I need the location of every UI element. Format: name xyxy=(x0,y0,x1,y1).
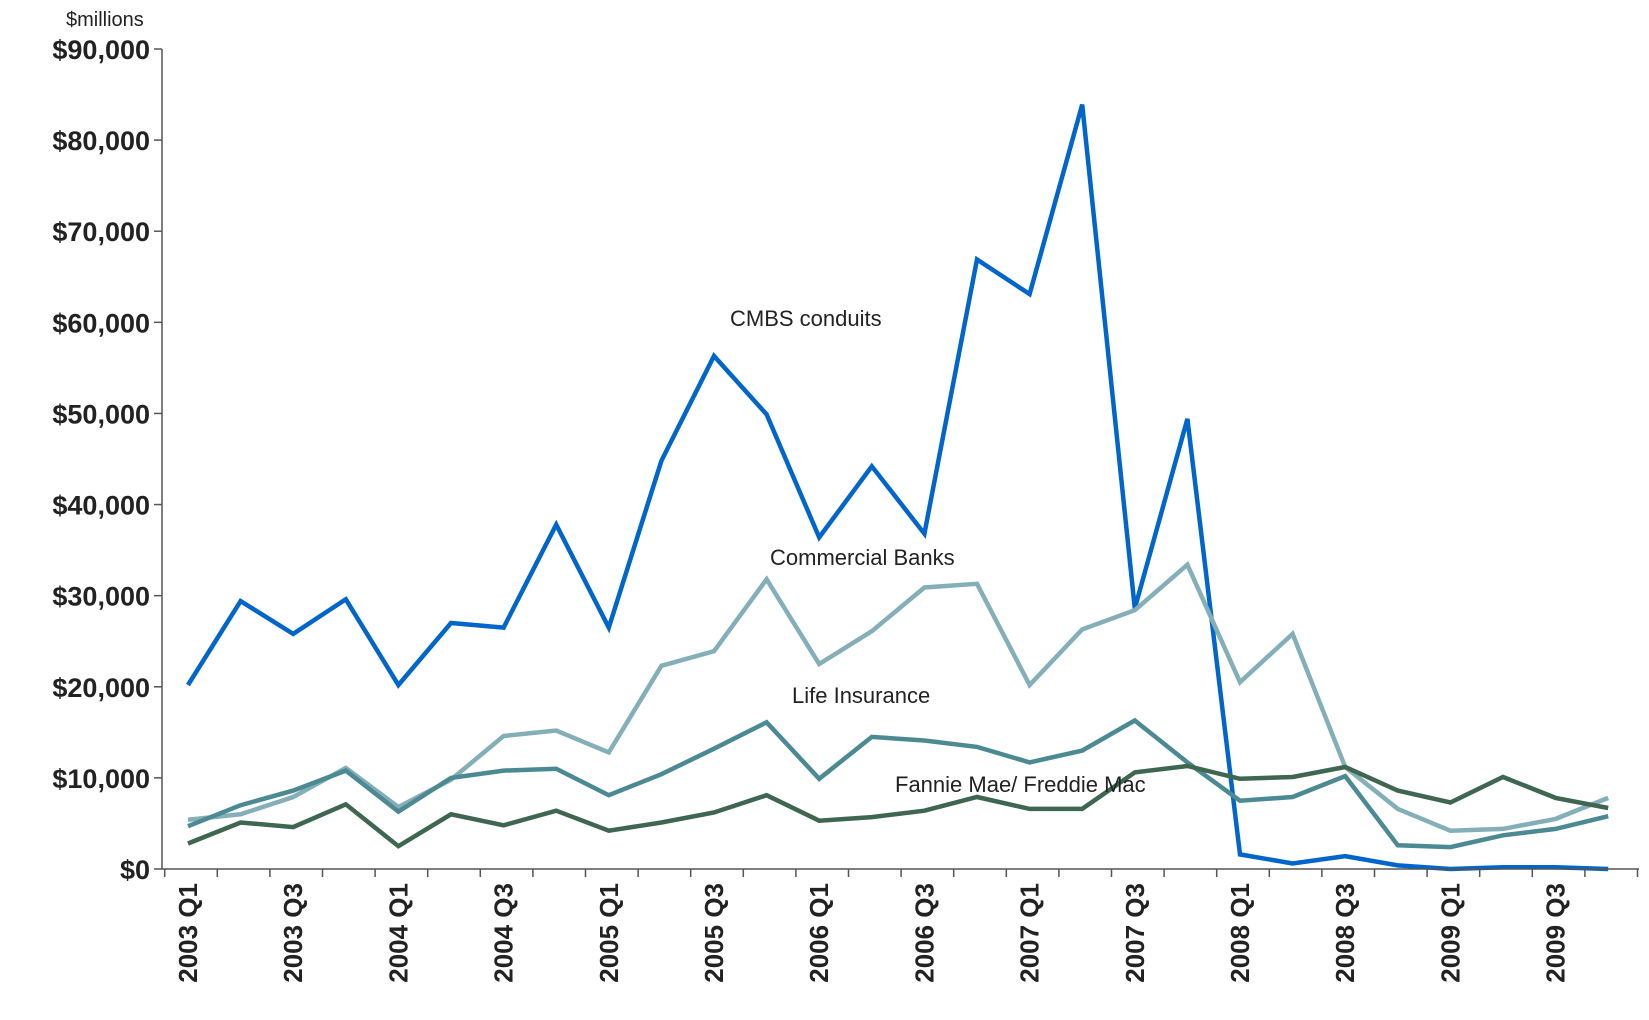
x-axis-ticks: 2003 Q1 2003 Q3 2004 Q1 2004 Q3 2005 Q1 2005 … xyxy=(163,869,1639,983)
series-line-life-insurance xyxy=(187,717,1609,850)
x-tick-label: 2008 Q1 xyxy=(1225,883,1255,983)
y-tick-label: $60,000 xyxy=(52,308,150,338)
x-tick-label: 2007 Q3 xyxy=(1120,883,1150,983)
y-tick-label: $50,000 xyxy=(52,399,150,429)
x-tick-label: 2003 Q3 xyxy=(278,883,308,983)
y-tick-label: $40,000 xyxy=(52,491,150,521)
y-tick-label: $30,000 xyxy=(52,582,150,612)
y-tick-label: $20,000 xyxy=(52,673,150,703)
annotation-fannie-freddie: Fannie Mae/ Freddie Mac xyxy=(895,772,1146,797)
x-tick-label: 2006 Q3 xyxy=(909,883,939,983)
annotation-cmbs-conduits: CMBS conduits xyxy=(730,306,882,331)
y-tick-label: $0 xyxy=(120,855,150,885)
x-tick-label: 2004 Q1 xyxy=(383,883,413,983)
series-line-cmbs-conduits xyxy=(186,103,1609,872)
y-axis-ticks: $0 $10,000 $20,000 $30,000 $40,000 $50,000 $60… xyxy=(52,35,162,885)
x-tick-label: 2006 Q1 xyxy=(804,883,834,983)
x-tick-label: 2005 Q1 xyxy=(594,883,624,983)
y-tick-label: $80,000 xyxy=(52,126,150,156)
series-line-fannie-mae-freddie-mac xyxy=(187,763,1609,849)
annotation-commercial-banks: Commercial Banks xyxy=(770,545,955,570)
x-tick-label: 2009 Q1 xyxy=(1435,883,1465,983)
y-tick-label: $70,000 xyxy=(52,217,150,247)
x-tick-label: 2008 Q3 xyxy=(1330,883,1360,983)
series-lines xyxy=(186,103,1610,872)
x-tick-label: 2005 Q3 xyxy=(699,883,729,983)
y-tick-label: $90,000 xyxy=(52,35,150,65)
annotation-life-insurance: Life Insurance xyxy=(792,683,930,708)
x-tick-label: 2004 Q3 xyxy=(489,883,519,983)
y-unit-label: $millions xyxy=(66,9,144,31)
y-tick-label: $10,000 xyxy=(52,764,150,794)
x-tick-label: 2003 Q1 xyxy=(173,883,203,983)
x-tick-label: 2007 Q1 xyxy=(1015,883,1045,983)
x-tick-label: 2009 Q3 xyxy=(1541,883,1571,983)
